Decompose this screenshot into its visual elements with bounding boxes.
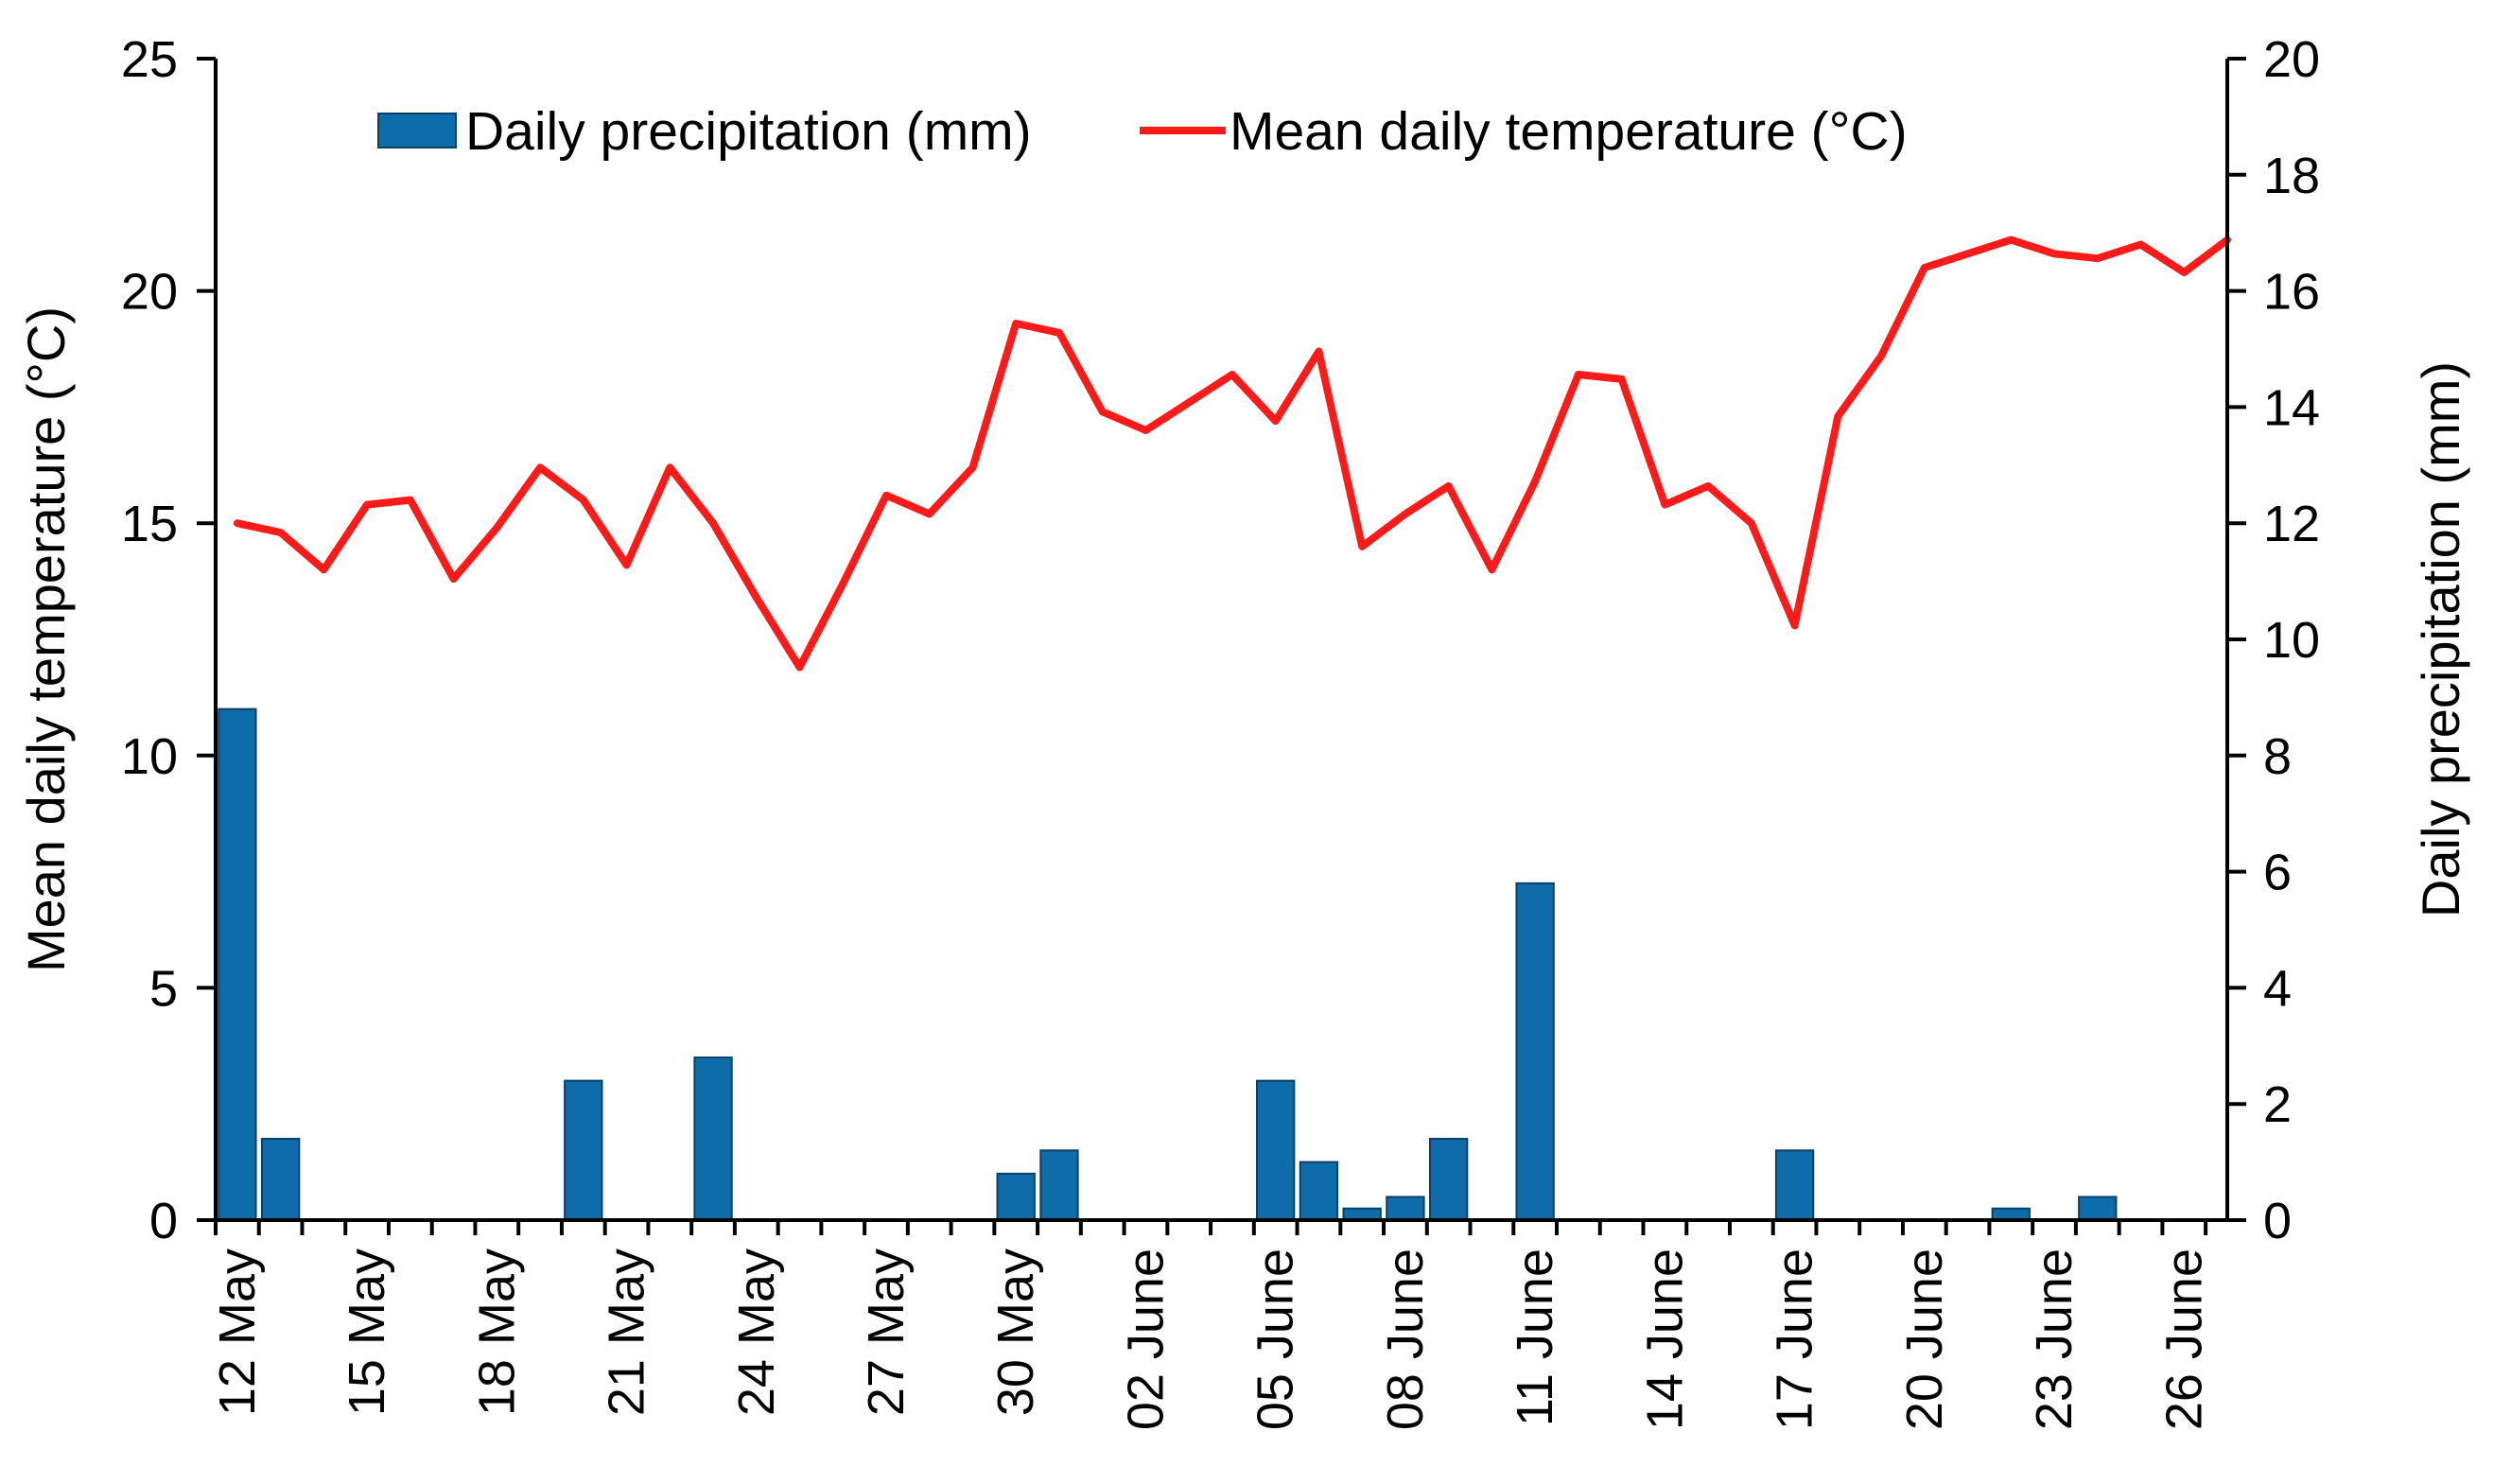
y-left-axis-title: Mean daily temperature (°C) — [16, 306, 76, 972]
legend-precipitation-swatch — [377, 113, 457, 148]
y-right-tick-label: 12 — [2263, 496, 2320, 552]
legend-temperature-label: Mean daily temperature (°C) — [1230, 101, 1908, 162]
y-left-tick-label: 20 — [121, 264, 178, 321]
y-right-tick-label: 20 — [2263, 31, 2320, 88]
y-left-tick-label: 15 — [121, 496, 178, 552]
y-left-tick-label: 5 — [149, 960, 178, 1017]
precipitation-bar — [996, 1172, 1036, 1222]
precipitation-bar — [218, 707, 257, 1221]
y-right-tick-label: 2 — [2263, 1076, 2292, 1133]
x-tick-label: 23 June — [2026, 1248, 2083, 1430]
precipitation-bar — [1428, 1138, 1469, 1222]
y-right-tick-label: 8 — [2263, 728, 2292, 785]
axes: 0 5 10 15 20 25 0 2 4 6 8 10 12 14 16 18 20 12 May 15 May 1… — [121, 31, 2320, 1430]
precipitation-bar — [564, 1079, 603, 1222]
x-tick-label: 17 June — [1767, 1248, 1823, 1430]
y-right-tick-label: 0 — [2263, 1193, 2292, 1249]
x-tick-label: 24 May — [728, 1248, 785, 1416]
y-right-tick-label: 16 — [2263, 264, 2320, 321]
precipitation-bar — [2078, 1196, 2118, 1221]
y-right-tick-label: 14 — [2263, 379, 2320, 436]
x-tick-label: 27 May — [858, 1248, 915, 1416]
precipitation-bar — [1386, 1196, 1425, 1221]
x-tick-label: 30 May — [987, 1248, 1044, 1416]
precipitation-bar — [1039, 1149, 1079, 1221]
y-right-tick-label: 6 — [2263, 845, 2292, 901]
x-tick-label: 15 May — [339, 1248, 395, 1416]
legend-precipitation-label: Daily precipitation (mm) — [465, 101, 1032, 162]
x-tick-label: 05 June — [1247, 1248, 1304, 1430]
x-tick-label: 26 June — [2155, 1248, 2212, 1430]
x-tick-label: 08 June — [1377, 1248, 1434, 1430]
temperature-line — [233, 236, 2231, 672]
precipitation-bar — [1256, 1079, 1296, 1222]
y-left-tick-label: 0 — [149, 1193, 178, 1249]
x-tick-label: 12 May — [209, 1248, 266, 1416]
precipitation-bar — [1299, 1161, 1339, 1221]
precipitation-bars — [218, 707, 2118, 1222]
y-right-tick-label: 10 — [2263, 612, 2320, 669]
precipitation-bar — [260, 1138, 301, 1222]
y-right-tick-label: 4 — [2263, 960, 2292, 1017]
precipitation-bar — [1774, 1149, 1815, 1221]
x-tick-label: 21 May — [599, 1248, 655, 1416]
temperature-line-layer — [233, 236, 2231, 672]
x-tick-label: 18 May — [468, 1248, 525, 1416]
x-tick-label: 14 June — [1636, 1248, 1693, 1430]
precipitation-bar — [693, 1056, 733, 1221]
y-right-tick-label: 18 — [2263, 148, 2320, 204]
y-right-axis-title: Daily precipitation (mm) — [2411, 361, 2470, 917]
precipitation-bar — [1515, 882, 1555, 1221]
x-tick-label: 11 June — [1507, 1248, 1563, 1426]
x-tick-label: 20 June — [1896, 1248, 1953, 1430]
y-left-tick-label: 25 — [121, 31, 178, 88]
x-tick-label: 02 June — [1117, 1248, 1174, 1430]
legend: Daily precipitation (mm) Mean daily temp… — [377, 101, 1908, 162]
y-left-tick-label: 10 — [121, 728, 178, 785]
